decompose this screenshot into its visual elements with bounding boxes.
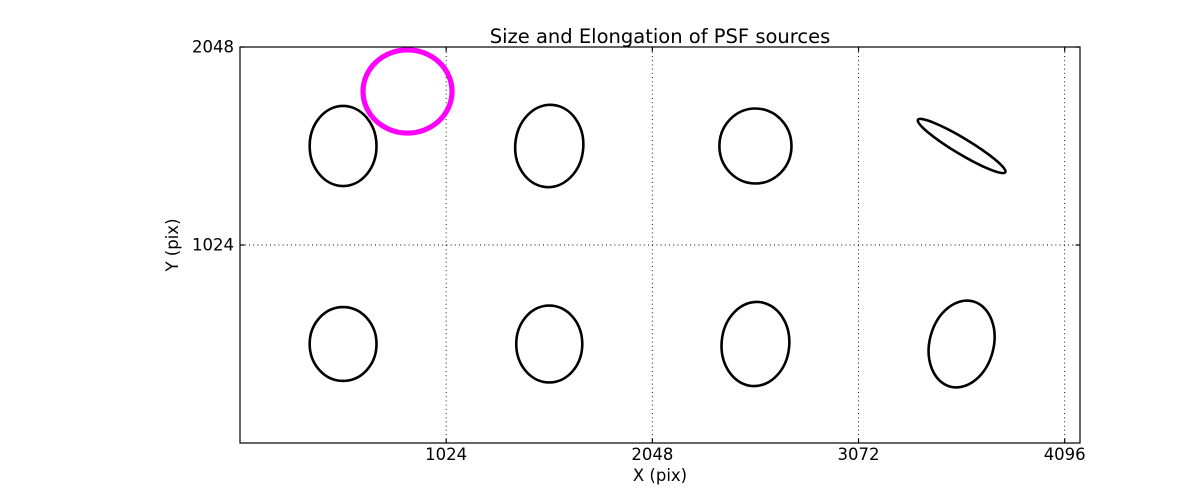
ellipse-layer [308, 47, 1007, 389]
psf-source-ellipse [718, 107, 793, 185]
chart-title: Size and Elongation of PSF sources [490, 25, 830, 48]
y-tick-label: 2048 [192, 38, 234, 57]
psf-source-ellipse [916, 117, 1007, 175]
psf-source-ellipse [308, 305, 378, 383]
x-tick-label: 3072 [838, 445, 880, 464]
x-tick-label: 2048 [631, 445, 673, 464]
x-axis-label: X (pix) [633, 466, 687, 485]
x-tick-label: 1024 [425, 445, 467, 464]
x-tick-label: 4096 [1044, 445, 1086, 464]
y-tick-label: 1024 [192, 236, 234, 255]
psf-source-ellipse [927, 299, 996, 389]
tick-label-layer: 1024 2048 3072 4096 1024 2048 [192, 38, 1086, 465]
tick-layer [240, 46, 1080, 443]
y-axis-label: Y (pix) [163, 218, 182, 272]
flagged-source-ellipse [360, 47, 455, 136]
psf-source-ellipse [308, 104, 378, 188]
psf-source-ellipse [513, 103, 585, 189]
grid-layer [240, 47, 1080, 443]
psf-source-ellipse [514, 304, 584, 384]
psf-source-ellipse [720, 300, 791, 388]
